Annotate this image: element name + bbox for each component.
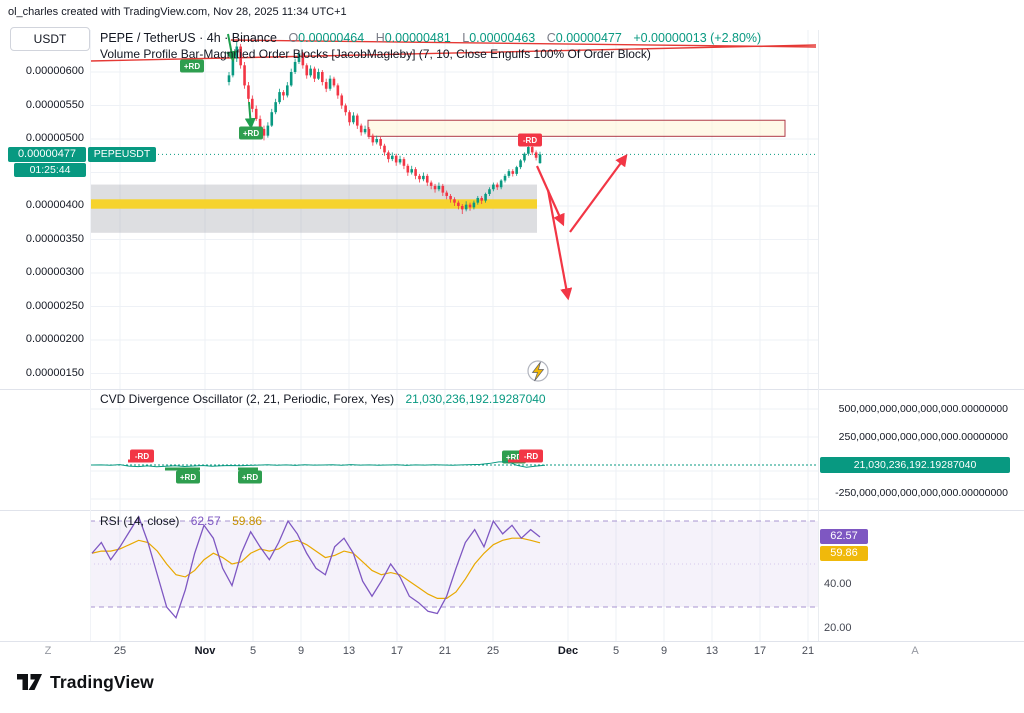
- cvd-axis-label: 250,000,000,000,000,000.00000000: [838, 431, 1008, 443]
- time-axis-label: A: [911, 645, 919, 657]
- svg-text:-RD: -RD: [523, 136, 537, 145]
- rsi-title[interactable]: RSI (14, close): [100, 514, 180, 528]
- plus-rd-badge: +RD: [180, 59, 204, 73]
- low-label: L: [462, 31, 470, 45]
- time-axis-label: 9: [297, 645, 305, 657]
- svg-text:+RD: +RD: [242, 473, 258, 482]
- cvd-axis-label: -250,000,000,000,000,000.00000000: [835, 487, 1008, 499]
- time-axis-label: 9: [660, 645, 668, 657]
- svg-text:+RD: +RD: [180, 473, 196, 482]
- red-arrow-drawing[interactable]: [569, 154, 628, 233]
- time-axis-label: 21: [801, 645, 815, 657]
- svg-text:+RD: +RD: [243, 129, 259, 138]
- rsi-value: 62.57: [190, 514, 221, 528]
- price-axis-label: 0.00000250: [25, 299, 84, 312]
- cvd-value-tag: 21,030,236,192.19287040: [820, 457, 1010, 473]
- price-axis-label: 0.00000150: [25, 366, 84, 379]
- time-axis-label: 17: [390, 645, 404, 657]
- rsi-axis-label: 20.00: [824, 622, 852, 634]
- time-axis-label: 25: [113, 645, 127, 657]
- svg-text:+RD: +RD: [184, 62, 200, 71]
- time-axis-label: 5: [612, 645, 620, 657]
- trend-line[interactable]: [230, 39, 817, 48]
- price-axis-label: 0.00000600: [25, 65, 84, 77]
- time-axis-label: 13: [705, 645, 719, 657]
- svg-text:-RD: -RD: [524, 452, 538, 461]
- tradingview-logo-icon: [17, 674, 42, 690]
- currency-toggle-button[interactable]: USDT: [10, 27, 90, 51]
- high-label: H: [375, 31, 385, 45]
- indicator-title-volume-profile[interactable]: Volume Profile Bar-Magnified Order Block…: [100, 47, 651, 61]
- time-axis-label: 5: [249, 645, 257, 657]
- supply-order-block-box: [367, 119, 786, 137]
- plus-rd-badge: +RD: [239, 126, 263, 140]
- symbol-header: PEPE / TetherUS · 4h · Binance O0.000004…: [100, 31, 761, 45]
- time-axis-label: 25: [486, 645, 500, 657]
- price-axis-label: 0.00000550: [25, 98, 84, 111]
- rsi-ma-value: 59.86: [232, 514, 263, 528]
- price-axis-label: 0.00000350: [25, 232, 84, 245]
- rsi-ma-line: [91, 537, 541, 600]
- rsi-indicator-header: RSI (14, close) 62.57 59.86: [100, 514, 262, 528]
- open-label: O: [288, 31, 299, 45]
- close-value: 0.00000477: [555, 31, 622, 45]
- price-axis-label: 0.00000500: [25, 132, 84, 144]
- cvd-line: [91, 461, 546, 468]
- rsi-value-tag: 62.57: [820, 529, 868, 544]
- time-axis-label: Dec: [557, 645, 579, 657]
- close-label: C: [546, 31, 556, 45]
- cvd-value: 21,030,236,192.19287040: [405, 392, 546, 406]
- tradingview-logo[interactable]: TradingView: [16, 670, 154, 694]
- cvd-axis-label: 500,000,000,000,000,000.00000000: [838, 403, 1008, 415]
- high-value: 0.00000481: [384, 31, 451, 45]
- time-axis-label: 17: [753, 645, 767, 657]
- price-axis-label: 0.00000300: [25, 266, 84, 278]
- price-axis-label: 0.00000400: [25, 199, 84, 211]
- svg-text:-RD: -RD: [135, 452, 149, 461]
- current-price-tag: 0.00000477: [8, 147, 86, 162]
- minus-rd-badge: -RD: [130, 449, 154, 463]
- symbol-title[interactable]: PEPE / TetherUS · 4h · Binance: [100, 31, 277, 45]
- svg-text:+RD: +RD: [506, 453, 522, 462]
- cvd-title[interactable]: CVD Divergence Oscillator (2, 21, Period…: [100, 392, 395, 406]
- time-axis-label: Z: [44, 645, 52, 657]
- price-axis-label: 0.00000200: [25, 333, 84, 345]
- symbol-price-tag: PEPEUSDT: [88, 147, 156, 162]
- attribution-text: ol_charles created with TradingView.com,…: [8, 6, 347, 18]
- time-axis-label: 21: [438, 645, 452, 657]
- volume-profile-poc-band: [90, 199, 537, 209]
- candle-countdown: 01:25:44: [14, 163, 86, 177]
- time-axis-label: 13: [342, 645, 356, 657]
- plus-rd-badge: +RD: [238, 470, 262, 484]
- cvd-indicator-header: CVD Divergence Oscillator (2, 21, Period…: [100, 392, 546, 406]
- change-value: +0.00000013 (+2.80%): [633, 31, 762, 45]
- red-arrow-drawing[interactable]: [546, 189, 573, 301]
- green-arrow-drawing[interactable]: [225, 33, 237, 63]
- minus-rd-badge: -RD: [519, 449, 543, 463]
- time-axis-label: Nov: [194, 645, 216, 657]
- rsi-ma-value-tag: 59.86: [820, 546, 868, 561]
- plus-rd-badge: +RD: [176, 470, 200, 484]
- rsi-axis-label: 40.00: [824, 578, 852, 590]
- tradingview-logo-text: TradingView: [50, 671, 154, 692]
- low-value: 0.00000463: [469, 31, 536, 45]
- open-value: 0.00000464: [298, 31, 365, 45]
- rsi-line: [91, 515, 541, 620]
- minus-rd-badge: -RD: [518, 133, 542, 147]
- trend-line[interactable]: [89, 44, 817, 62]
- green-arrow-drawing[interactable]: [244, 101, 256, 130]
- boost-lightning-icon[interactable]: [527, 360, 549, 382]
